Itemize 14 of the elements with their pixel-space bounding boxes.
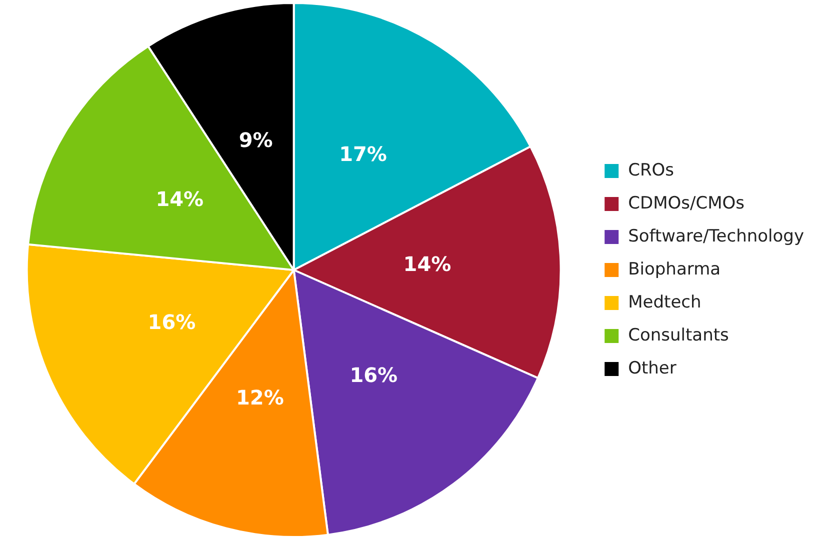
data-label: 16% — [350, 363, 398, 388]
legend-label: Other — [628, 358, 676, 378]
legend-label: Biopharma — [628, 259, 721, 280]
legend-label: Consultants — [628, 325, 730, 346]
data-label: 17% — [339, 142, 387, 166]
legend-label: Medtech — [628, 292, 702, 312]
data-label: 9% — [238, 128, 273, 152]
data-label: 16% — [148, 310, 196, 334]
legend-label: Software/Technology — [628, 226, 804, 246]
legend-label: CDMOs/CMOs — [628, 193, 745, 214]
data-label: 14% — [156, 187, 204, 211]
legend-label: CROs — [628, 160, 674, 180]
data-label: 12% — [236, 385, 284, 410]
data-label: 14% — [403, 252, 452, 276]
